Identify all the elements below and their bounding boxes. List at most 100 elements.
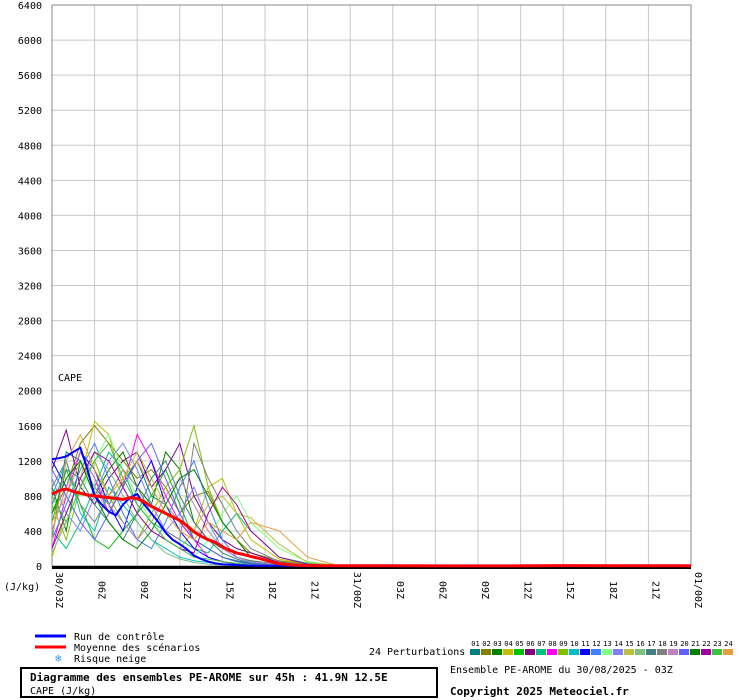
y-tick-label: 3200: [18, 282, 42, 293]
mean-polyline: [51, 487, 692, 568]
perturbation-number: 17: [647, 640, 655, 648]
x-tick-label: 12Z: [181, 581, 192, 599]
perturbation-swatch-11: [580, 649, 590, 655]
perturbation-swatch-16: [635, 649, 645, 655]
perturbation-swatch-24: [723, 649, 733, 655]
x-tick-label: 09Z: [479, 581, 490, 599]
perturbation-line-22: [51, 451, 692, 567]
x-tick-label: 03Z: [394, 581, 405, 599]
perturbation-number: 19: [669, 640, 677, 648]
perturbation-swatch-03: [492, 649, 502, 655]
perturbation-number: 05: [515, 640, 523, 648]
perturbation-number: 04: [504, 640, 512, 648]
x-axis-bar: [52, 566, 691, 569]
legend-snow-label: Risque neige: [74, 654, 146, 665]
x-tick-label: 12Z: [522, 581, 533, 599]
y-tick-label: 2800: [18, 317, 42, 328]
perturbation-swatch-06: [525, 649, 535, 655]
legend-mean-label: Moyenne des scénarios: [74, 642, 200, 654]
perturbation-number: 16: [636, 640, 644, 648]
perturbation-swatch-21: [690, 649, 700, 655]
y-tick-label: 4400: [18, 176, 42, 187]
perturbation-swatch-12: [591, 649, 601, 655]
perturbation-swatch-08: [547, 649, 557, 655]
plot-background: [52, 5, 691, 568]
perturbation-number: 22: [702, 640, 710, 648]
legend-perturbations-label: 24 Perturbations: [369, 647, 465, 658]
perturbation-number: 07: [537, 640, 545, 648]
perturbation-number: 23: [713, 640, 721, 648]
perturbation-number: 12: [592, 640, 600, 648]
x-tick-label: 01/00Z: [692, 572, 703, 608]
perturbation-number: 10: [570, 640, 578, 648]
perturbation-number: 02: [482, 640, 490, 648]
perturbation-swatch-09: [558, 649, 568, 655]
perturbation-swatch-13: [602, 649, 612, 655]
perturbation-line-24: [51, 433, 692, 567]
control-run-polyline: [51, 446, 691, 567]
x-tick-label: 18Z: [266, 581, 277, 599]
y-tick-label: 5200: [18, 106, 42, 117]
x-tick-label: 18Z: [607, 581, 618, 599]
perturbation-swatch-05: [514, 649, 524, 655]
y-tick-label: 0: [36, 562, 42, 573]
perturbation-number: 08: [548, 640, 556, 648]
perturbation-number: 11: [581, 640, 589, 648]
perturbation-line-07: [51, 451, 692, 567]
perturbation-swatch-01: [470, 649, 480, 655]
x-tick-labels: 30/03Z 06Z 09Z 12Z 15Z 18Z 21Z 31/00Z 03Z 06Z 09Z 1…: [53, 572, 703, 608]
y-tick-label: 4800: [18, 141, 42, 152]
y-tick-label: 6000: [18, 36, 42, 47]
cape-annotation: CAPE: [58, 373, 82, 384]
variable-label: CAPE (J/kg): [30, 686, 97, 697]
perturbation-swatch-18: [657, 649, 667, 655]
y-tick-label: 1200: [18, 457, 42, 468]
perturbation-number: 24: [724, 640, 732, 648]
x-tick-label: 06Z: [436, 581, 447, 599]
y-tick-label: 2400: [18, 352, 42, 363]
perturbation-swatch-02: [481, 649, 491, 655]
perturbation-swatch-15: [624, 649, 634, 655]
y-tick-label: 1600: [18, 422, 42, 433]
grid: [51, 4, 692, 569]
perturbation-swatch-04: [503, 649, 513, 655]
perturbation-swatch-07: [536, 649, 546, 655]
perturbation-number: 14: [614, 640, 622, 648]
perturbation-number: 15: [625, 640, 633, 648]
perturbation-swatch-10: [569, 649, 579, 655]
x-tick-label: 06Z: [96, 581, 107, 599]
diagram-title: Diagramme des ensembles PE-AROME sur 45h…: [30, 671, 388, 684]
y-tick-label: 800: [24, 492, 42, 503]
control-run-line: [51, 446, 691, 567]
perturbation-number: 18: [658, 640, 666, 648]
y-tick-label: 3600: [18, 246, 42, 257]
x-tick-label: 09Z: [138, 581, 149, 599]
y-tick-label: 4000: [18, 211, 42, 222]
y-tick-labels: 0 400 800 1200 1600 2000 2400 2800 3200 3600 4000 4…: [18, 1, 42, 573]
perturbation-swatch-14: [613, 649, 623, 655]
ensemble-run-label: Ensemble PE-AROME du 30/08/2025 - 03Z: [450, 665, 673, 676]
y-tick-label: 2000: [18, 387, 42, 398]
x-tick-label: 30/03Z: [53, 572, 64, 608]
mean-line: [51, 487, 692, 568]
y-tick-label: 6400: [18, 1, 42, 12]
perturbation-number: 13: [603, 640, 611, 648]
perturbation-swatch-17: [646, 649, 656, 655]
copyright: Copyright 2025 Meteociel.fr: [450, 685, 629, 698]
perturbation-number: 21: [691, 640, 699, 648]
x-tick-label: 15Z: [223, 581, 234, 599]
x-tick-label: 31/00Z: [351, 572, 362, 608]
perturbation-swatch-23: [712, 649, 722, 655]
perturbation-swatch-22: [701, 649, 711, 655]
perturbation-number: 09: [559, 640, 567, 648]
x-tick-label: 15Z: [564, 581, 575, 599]
perturbation-number: 06: [526, 640, 534, 648]
perturbation-number: 20: [680, 640, 688, 648]
perturbation-color-key: 01 02 03 04 05 06 07 08 09 10 11 12 13 14 15 16 17 18 19 20…: [470, 640, 733, 655]
x-tick-label: 21Z: [309, 581, 320, 599]
y-unit-label: (J/kg): [4, 582, 40, 593]
perturbation-swatch-19: [668, 649, 678, 655]
legend: Run de contrôle Moyenne des scénarios ❄ …: [35, 631, 733, 665]
info-box: Diagramme des ensembles PE-AROME sur 45h…: [20, 667, 438, 698]
